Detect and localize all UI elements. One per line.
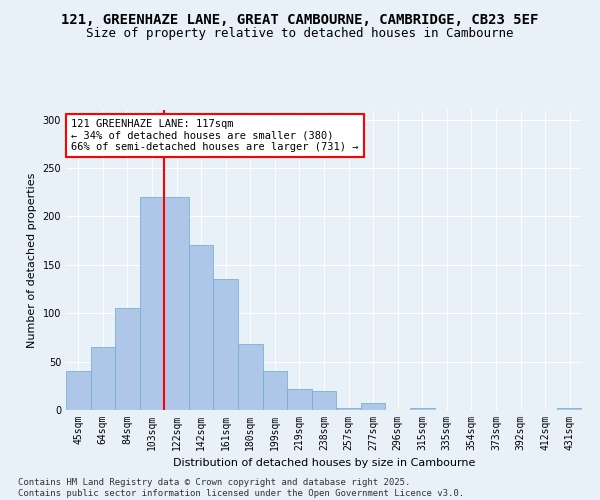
Bar xyxy=(361,403,385,410)
Text: Contains HM Land Registry data © Crown copyright and database right 2025.
Contai: Contains HM Land Registry data © Crown c… xyxy=(18,478,464,498)
Y-axis label: Number of detached properties: Number of detached properties xyxy=(27,172,37,348)
Text: 121, GREENHAZE LANE, GREAT CAMBOURNE, CAMBRIDGE, CB23 5EF: 121, GREENHAZE LANE, GREAT CAMBOURNE, CA… xyxy=(61,12,539,26)
Bar xyxy=(66,372,91,410)
Bar xyxy=(312,390,336,410)
Bar xyxy=(164,197,189,410)
Bar xyxy=(336,408,361,410)
Bar xyxy=(410,408,434,410)
Bar xyxy=(238,344,263,410)
Bar xyxy=(263,372,287,410)
Bar xyxy=(214,280,238,410)
Text: Size of property relative to detached houses in Cambourne: Size of property relative to detached ho… xyxy=(86,28,514,40)
Text: 121 GREENHAZE LANE: 117sqm
← 34% of detached houses are smaller (380)
66% of sem: 121 GREENHAZE LANE: 117sqm ← 34% of deta… xyxy=(71,119,359,152)
Bar xyxy=(287,388,312,410)
Bar xyxy=(140,197,164,410)
Bar xyxy=(189,246,214,410)
Bar xyxy=(115,308,140,410)
Bar xyxy=(91,347,115,410)
Bar xyxy=(557,408,582,410)
X-axis label: Distribution of detached houses by size in Cambourne: Distribution of detached houses by size … xyxy=(173,458,475,468)
